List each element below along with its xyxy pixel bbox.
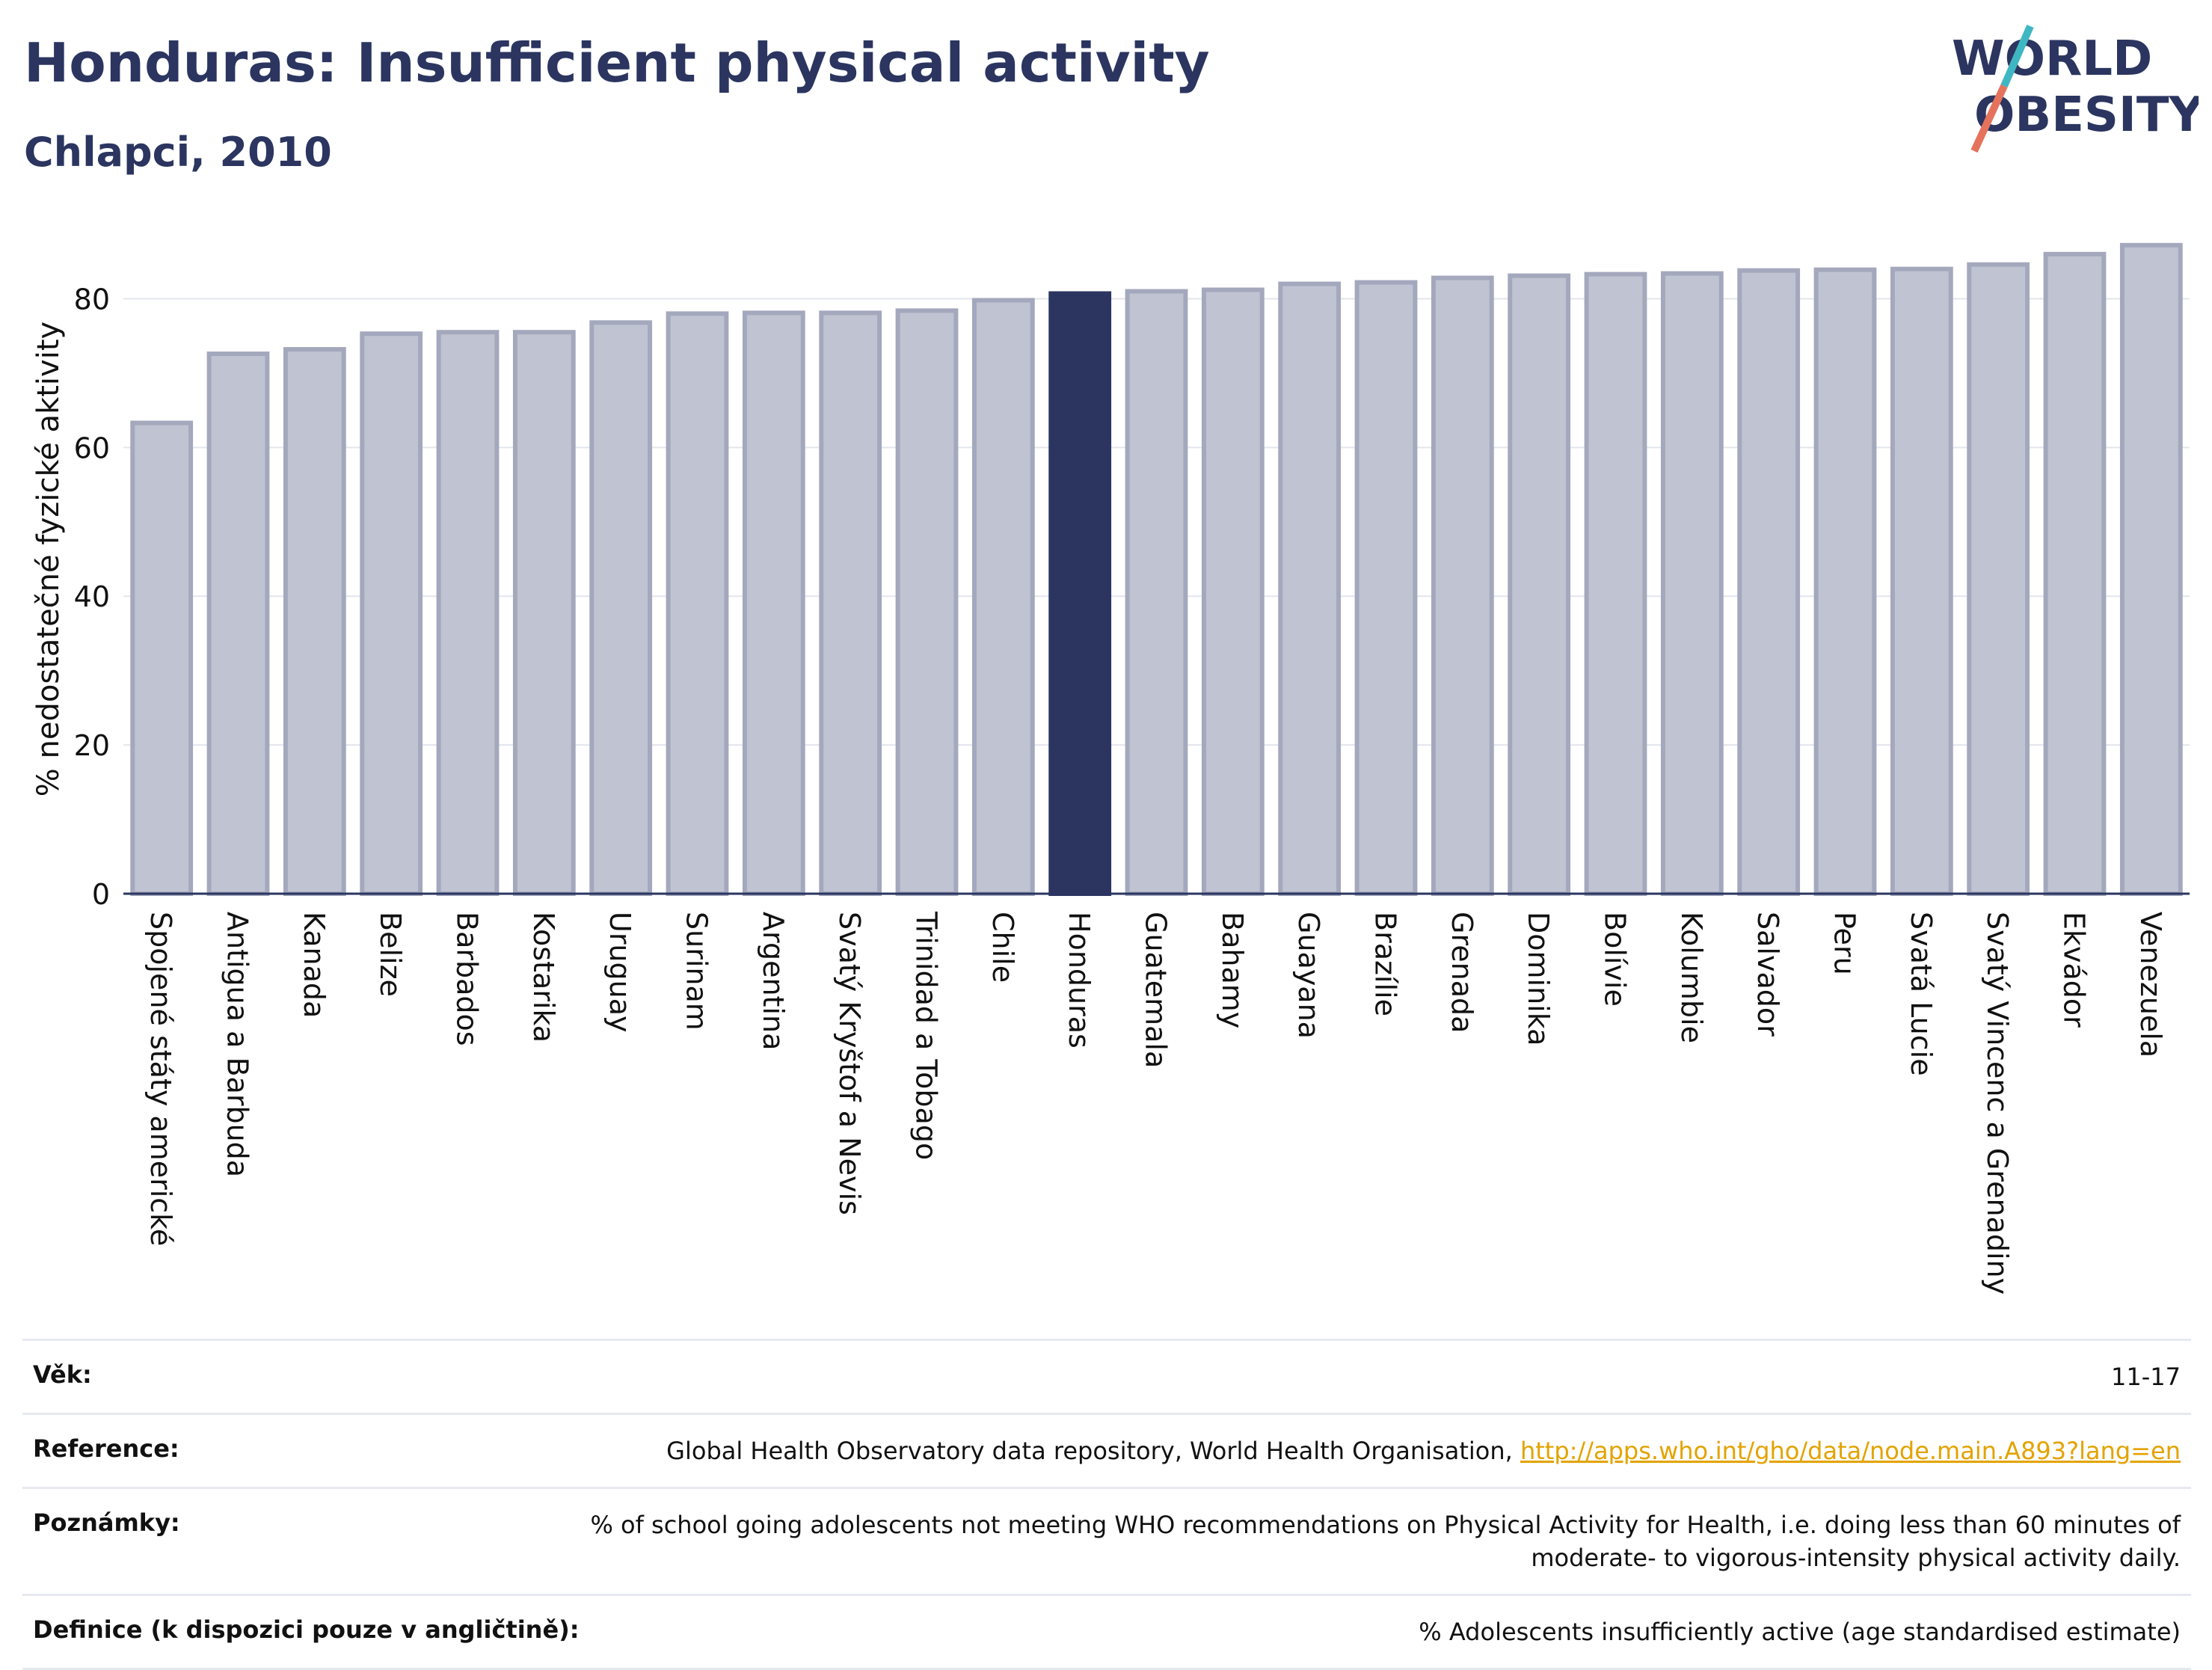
- reference-value: Global Health Observatory data repositor…: [666, 1434, 2181, 1467]
- x-tick-label: Surinam: [681, 912, 713, 1031]
- x-tick-label: Kolumbie: [1675, 912, 1708, 1043]
- logo-slash-teal: [2000, 24, 2034, 88]
- bar-chart: 0 20 40 60 80 Spojené státy americké Antigua …: [31, 242, 2190, 1295]
- definition-label: Definice (k dispozici pouze v angličtině…: [33, 1615, 580, 1644]
- bar-guatemala: [1125, 289, 1188, 896]
- bar-salvador: [1737, 268, 1801, 896]
- bar-trinidad-a-tobago: [895, 308, 959, 897]
- x-tick-label: Bahamy: [1216, 912, 1249, 1028]
- bar-uruguay: [589, 320, 653, 896]
- x-tick-label: Svatý Kryštof a Nevis: [833, 912, 866, 1215]
- page-title: Honduras: Insufficient physical activity: [24, 31, 1210, 94]
- x-tick-label: Chile: [986, 912, 1019, 983]
- x-tick-label: Uruguay: [603, 912, 636, 1033]
- bar-ekvádor: [2043, 251, 2107, 896]
- bar-belize: [360, 331, 423, 896]
- info-table: Věk: 11-17 Reference: Global Health Obse…: [22, 1339, 2191, 1670]
- reference-text: Global Health Observatory data repositor…: [666, 1437, 1520, 1465]
- bar-antigua-a-barbuda: [206, 352, 270, 896]
- x-tick-label: Guayana: [1292, 912, 1325, 1039]
- bar-svatý-kryštof-a-nevis: [819, 310, 882, 897]
- logo-line1: WORLD: [1952, 31, 2152, 87]
- age-value: 11-17: [2111, 1363, 2181, 1391]
- x-tick-label: Barbados: [451, 912, 484, 1046]
- x-tick-label: Spojené státy americké: [144, 912, 177, 1246]
- y-tick-label: 80: [74, 283, 110, 316]
- bar-venezuela: [2119, 242, 2183, 897]
- x-tick-label: Grenada: [1446, 912, 1478, 1033]
- x-tick-label: Trinidad a Tobago: [910, 911, 943, 1160]
- info-row-notes: Poznámky: % of school going adolescents …: [22, 1487, 2191, 1594]
- logo-line2: OBESITY: [1974, 88, 2199, 143]
- bar-grenada: [1431, 275, 1494, 897]
- bar-chile: [971, 298, 1035, 896]
- notes-value: % of school going adolescents not meetin…: [590, 1511, 2181, 1572]
- x-tick-label: Bolívie: [1599, 912, 1632, 1007]
- y-axis-label: % nedostatečné fyzické aktivity: [31, 322, 66, 796]
- x-tick-label: Guatemala: [1140, 912, 1173, 1068]
- bar-bolívie: [1584, 271, 1647, 896]
- x-tick-label: Peru: [1828, 912, 1861, 975]
- x-tick-label: Venezuela: [2134, 912, 2167, 1057]
- page-subtitle: Chlapci, 2010: [24, 129, 332, 176]
- logo-slash-coral: [1970, 84, 2008, 153]
- y-tick-label: 60: [74, 432, 110, 464]
- definition-value: % Adolescents insufficiently active (age…: [1419, 1618, 2181, 1646]
- x-tick-label: Dominika: [1522, 912, 1555, 1046]
- info-row-reference: Reference: Global Health Observatory dat…: [22, 1413, 2191, 1487]
- y-tick-label: 0: [92, 878, 110, 911]
- x-tick-label: Kanada: [298, 912, 331, 1018]
- x-tick-label: Brazílie: [1369, 912, 1402, 1016]
- bar-svatý-vincenc-a-grenadiny: [1967, 262, 2030, 896]
- y-axis-ticks: 0 20 40 60 80: [74, 283, 110, 911]
- info-row-definition: Definice (k dispozici pouze v angličtině…: [22, 1594, 2191, 1670]
- x-tick-label: Kostarika: [527, 912, 560, 1043]
- notes-label: Poznámky:: [33, 1508, 180, 1537]
- x-axis-ticks: Spojené státy americké Antigua a Barbuda K…: [144, 911, 2167, 1295]
- bar-kostarika: [512, 330, 576, 896]
- x-tick-label: Belize: [374, 912, 407, 997]
- info-row-age: Věk: 11-17: [22, 1339, 2191, 1413]
- x-tick-label: Svatá Lucie: [1905, 912, 1938, 1076]
- bar-peru: [1813, 267, 1877, 896]
- bar-surinam: [666, 311, 729, 897]
- x-tick-label: Antigua a Barbuda: [221, 912, 254, 1177]
- y-tick-label: 40: [74, 580, 110, 613]
- reference-link[interactable]: http://apps.who.int/gho/data/node.main.A…: [1520, 1437, 2181, 1465]
- world-obesity-logo: WORLD OBESITY: [1952, 24, 2199, 153]
- bar-dominika: [1508, 273, 1571, 897]
- x-tick-label: Ekvádor: [2058, 912, 2091, 1028]
- bar-argentina: [742, 310, 805, 897]
- bar-brazílie: [1354, 280, 1418, 897]
- x-tick-label: Argentina: [757, 912, 790, 1050]
- bar-kanada: [283, 347, 346, 897]
- x-tick-label: Svatý Vincenc a Grenadiny: [1981, 912, 2014, 1295]
- x-tick-label: Salvador: [1751, 912, 1784, 1037]
- bars: [130, 242, 2183, 897]
- age-label: Věk:: [33, 1360, 92, 1389]
- bar-kolumbie: [1660, 271, 1724, 896]
- bar-svatá-lucie: [1890, 266, 1953, 896]
- bar-honduras: [1048, 291, 1112, 896]
- y-tick-label: 20: [74, 729, 110, 762]
- bar-guayana: [1278, 281, 1342, 896]
- bar-barbados: [436, 330, 500, 896]
- bar-spojené-státy-americké: [130, 420, 194, 896]
- reference-label: Reference:: [33, 1434, 179, 1463]
- bar-bahamy: [1201, 287, 1265, 896]
- x-tick-label: Honduras: [1063, 912, 1096, 1049]
